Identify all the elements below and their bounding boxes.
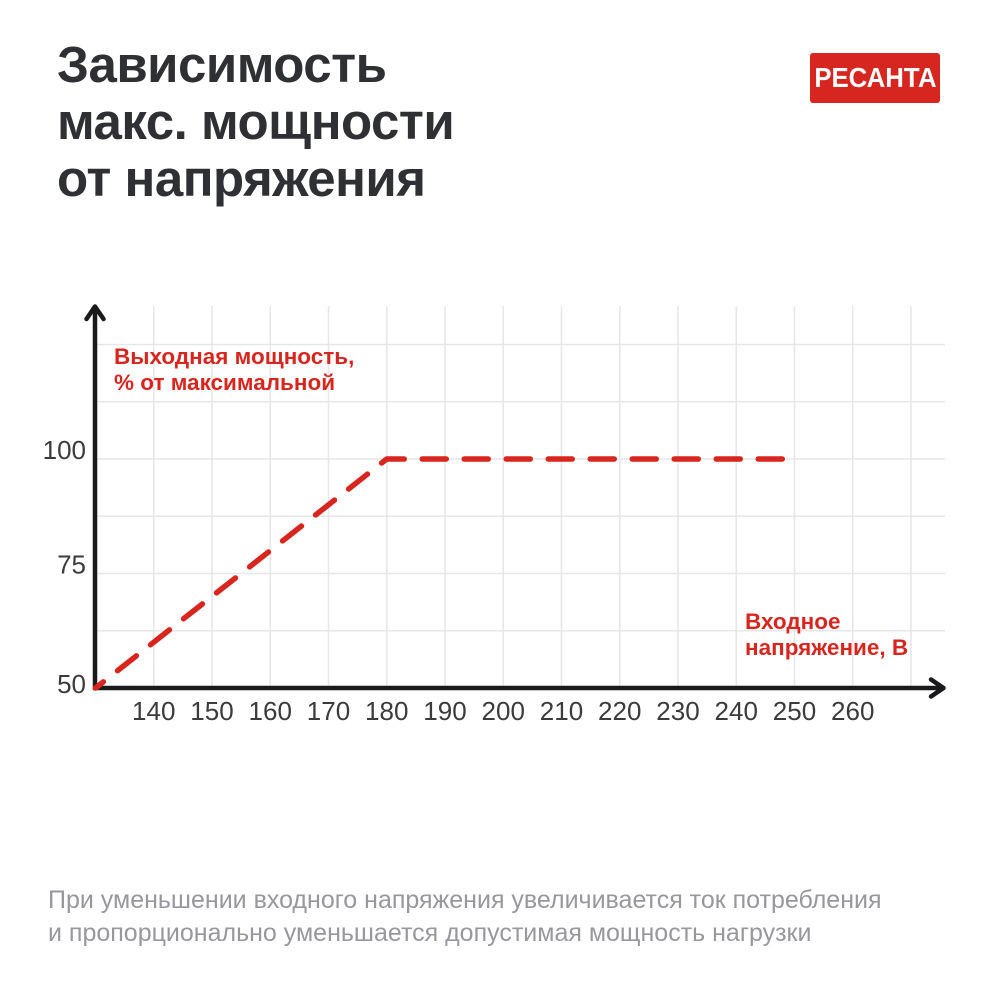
- x-tick-label: 200: [482, 696, 525, 726]
- footnote-line-2: и пропорционально уменьшается допустимая…: [48, 919, 812, 947]
- power-voltage-chart: 140 150 160 170 180 190 200 210 220 230 240 250 260 5…: [43, 304, 946, 726]
- x-tick-label: 150: [190, 696, 233, 726]
- y-tick-label: 50: [57, 669, 86, 699]
- y-axis-title-line-2: % от максимальной: [114, 370, 336, 395]
- x-tick-label: 170: [307, 696, 350, 726]
- x-tick-label: 220: [598, 696, 641, 726]
- y-axis-title: Выходная мощность, % от максимальной: [114, 344, 354, 396]
- x-tick-label: 230: [656, 696, 699, 726]
- brand-logo: РЕСАНТА: [810, 53, 940, 103]
- page-title-line-1: Зависимость: [57, 36, 387, 93]
- y-axis-arrow-icon: [84, 304, 106, 322]
- y-tick-label: 75: [57, 550, 86, 580]
- page-title-line-2: макс. мощности: [57, 93, 455, 150]
- x-tick-label: 190: [423, 696, 466, 726]
- footnote: При уменьшении входного напряжения увели…: [48, 884, 882, 950]
- x-tick-label: 250: [773, 696, 816, 726]
- brand-logo-text: РЕСАНТА: [813, 62, 937, 93]
- y-axis-title-line-1: Выходная мощность,: [114, 344, 355, 369]
- page-title-line-3: от напряжения: [57, 150, 426, 207]
- x-tick-label: 260: [831, 696, 874, 726]
- y-tick-label: 100: [43, 435, 86, 465]
- x-tick-label: 160: [249, 696, 292, 726]
- x-tick-label: 180: [365, 696, 408, 726]
- x-axis-title-line-1: Входное: [745, 609, 841, 634]
- x-axis-title-line-2: напряжение, В: [745, 635, 909, 660]
- x-tick-label: 240: [715, 696, 758, 726]
- x-tick-label: 210: [540, 696, 583, 726]
- page-title: Зависимость макс. мощности от напряжения: [57, 36, 455, 207]
- x-axis-arrow-icon: [928, 677, 946, 699]
- footnote-line-1: При уменьшении входного напряжения увели…: [48, 886, 882, 914]
- x-axis-title: Входное напряжение, В: [745, 609, 908, 661]
- x-tick-label: 140: [132, 696, 175, 726]
- power-curve: [92, 456, 798, 691]
